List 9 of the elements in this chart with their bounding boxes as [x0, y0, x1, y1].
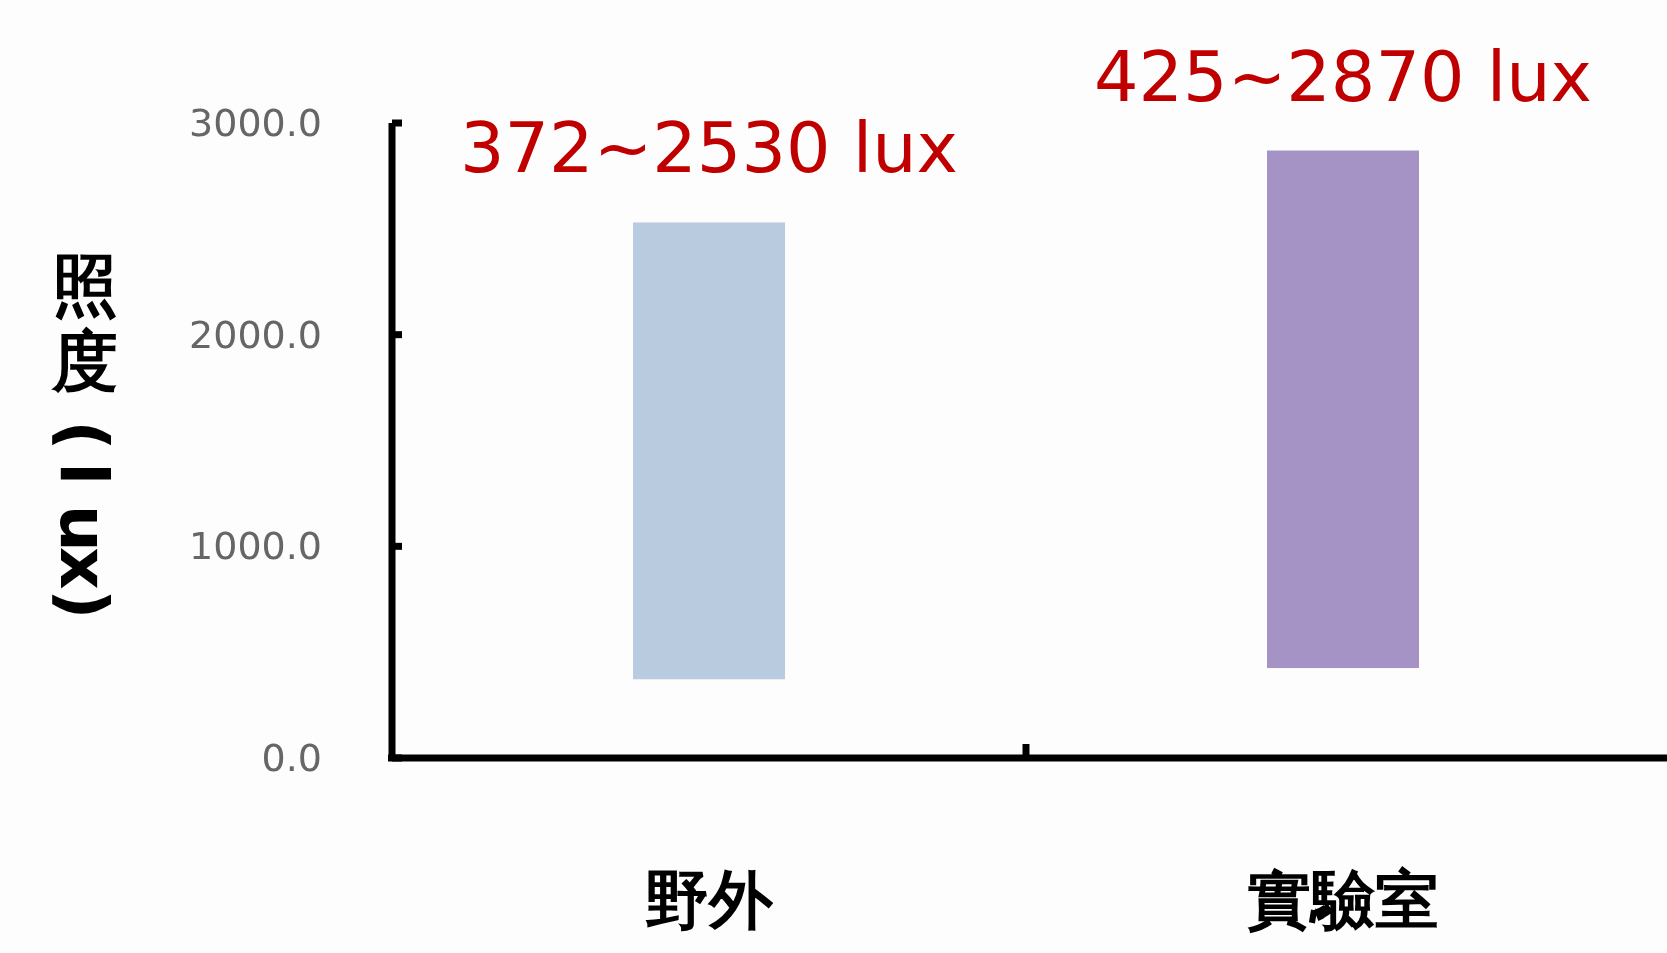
x-tick-label: 實驗室 — [1247, 863, 1439, 937]
annotation: 425~2870 lux — [1094, 35, 1592, 118]
y-tick-label: 2000.0 — [189, 312, 322, 357]
y-tick-label: 3000.0 — [189, 101, 322, 145]
annotation: 372~2530 lux — [460, 107, 958, 190]
y-axis-title: 照度 (lux) — [45, 247, 123, 620]
y-tick-label: 1000.0 — [189, 524, 322, 569]
x-tick-label: 野外 — [645, 863, 774, 937]
y-tick-label: 0.0 — [261, 736, 322, 780]
